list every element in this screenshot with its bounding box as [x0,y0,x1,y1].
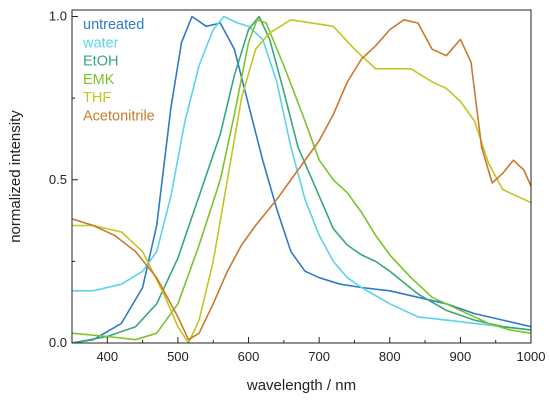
x-axis-label: wavelength / nm [246,377,356,394]
series-line-4 [72,19,531,341]
axes: 400 500 600 700 800 900 1000 0.0 0.5 1.0 [49,9,546,364]
series-line-6 [72,19,531,341]
legend-entry-1: untreated [83,17,144,33]
plot-frame [71,9,532,344]
x-tick-label: 600 [238,349,260,364]
x-tick-label: 800 [379,349,401,364]
y-tick-label: 0.5 [49,172,67,187]
y-tick-label: 1.0 [49,9,67,24]
plot-area [72,15,531,343]
y-tick-label: 0.0 [49,335,67,350]
x-tick-label: 500 [167,349,189,364]
x-tick-label: 400 [96,349,118,364]
y-axis-label: normalized intensity [7,110,24,243]
legend: untreated water EtOH EMK THF Acetonitrile [82,17,155,125]
legend-entry-6: Acetonitrile [83,109,155,125]
legend-entry-4: EMK [83,72,115,88]
x-tick-label: 900 [450,349,472,364]
legend-entry-5: THF [83,90,111,106]
legend-entry-2: water [82,35,119,51]
legend-entry-3: EtOH [83,54,118,70]
x-tick-label: 700 [308,349,330,364]
x-tick-label: 1000 [517,349,546,364]
series-line-2 [72,15,531,331]
series-line-3 [72,15,531,343]
series-line-5 [72,19,531,343]
series-line-1 [72,15,531,343]
